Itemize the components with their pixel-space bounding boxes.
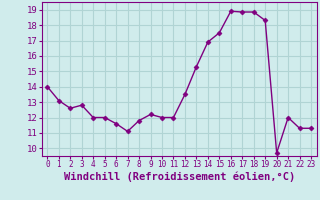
X-axis label: Windchill (Refroidissement éolien,°C): Windchill (Refroidissement éolien,°C) [64, 172, 295, 182]
